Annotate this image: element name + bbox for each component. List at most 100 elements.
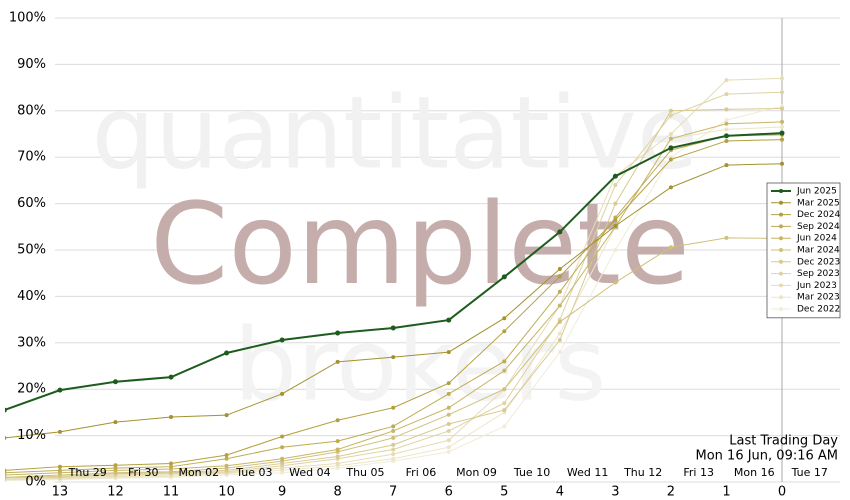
point: [612, 173, 618, 179]
watermark: quantitative: [92, 74, 699, 191]
point: [57, 468, 62, 473]
date-label: Tue 03: [235, 466, 272, 479]
point: [780, 161, 784, 166]
point: [224, 350, 230, 356]
point: [668, 245, 673, 250]
x-tick-label: 7: [389, 485, 397, 500]
point: [668, 157, 673, 162]
watermark: brokers: [234, 306, 607, 423]
point: [613, 183, 618, 188]
annotation: Mon 16 Jun, 09:16 AM: [696, 449, 839, 464]
point: [57, 429, 62, 434]
legend-label: Mar 2025: [797, 198, 840, 208]
annotation: Last Trading Day: [729, 434, 838, 449]
point: [780, 125, 784, 130]
date-label: Mon 02: [178, 466, 219, 479]
point: [502, 387, 507, 392]
date-label: Thu 12: [623, 466, 662, 479]
point: [780, 106, 784, 111]
point: [502, 401, 507, 406]
point: [224, 463, 229, 468]
point: [335, 418, 340, 423]
x-tick-label: 1: [722, 485, 730, 500]
date-label: Thu 05: [345, 466, 384, 479]
legend-swatch: [779, 283, 783, 288]
point: [5, 468, 7, 473]
legend-label: Dec 2023: [797, 257, 840, 267]
y-tick-label: 10%: [17, 428, 46, 443]
x-tick-label: 0: [778, 485, 786, 500]
y-tick-label: 50%: [17, 243, 46, 258]
legend-label: Dec 2024: [797, 210, 840, 220]
point: [446, 405, 451, 410]
legend-label: Mar 2024: [797, 246, 840, 256]
legend-swatch: [779, 224, 783, 229]
y-tick-label: 0%: [25, 475, 46, 490]
point: [724, 92, 729, 97]
y-tick-label: 60%: [17, 196, 46, 211]
point: [446, 350, 451, 355]
point: [391, 424, 396, 429]
point: [502, 316, 507, 321]
point: [335, 439, 340, 444]
point: [391, 428, 396, 433]
y-tick-label: 20%: [17, 382, 46, 397]
point: [557, 229, 563, 235]
point: [724, 121, 729, 126]
point: [5, 407, 7, 413]
legend-swatch: [779, 200, 783, 205]
point: [557, 274, 562, 279]
point: [724, 127, 729, 132]
date-label: Tue 17: [791, 466, 828, 479]
point: [391, 435, 396, 440]
point: [224, 456, 229, 461]
date-label: Tue 10: [513, 466, 550, 479]
point: [391, 452, 396, 457]
date-label: Fri 13: [683, 466, 714, 479]
point: [446, 412, 451, 417]
y-tick-label: 80%: [17, 103, 46, 118]
y-tick-label: 30%: [17, 335, 46, 350]
point: [280, 456, 285, 461]
legend-label: Sep 2024: [797, 222, 840, 232]
date-label: Wed 04: [289, 466, 330, 479]
point: [557, 267, 562, 272]
point: [446, 317, 452, 323]
date-label: Mon 09: [456, 466, 497, 479]
point: [502, 368, 507, 373]
x-tick-label: 5: [500, 485, 508, 500]
point: [335, 454, 340, 459]
point: [724, 78, 729, 83]
point: [780, 137, 784, 142]
legend-label: Jun 2024: [796, 234, 837, 244]
point: [780, 119, 784, 124]
x-tick-label: 3: [611, 485, 619, 500]
point: [57, 387, 63, 393]
watermark: Complete: [150, 180, 690, 310]
point: [557, 319, 562, 324]
x-tick-label: 13: [52, 485, 69, 500]
point: [557, 338, 562, 343]
point: [224, 453, 229, 458]
x-tick-label: 4: [556, 485, 564, 500]
legend-swatch: [779, 307, 783, 311]
x-tick-label: 2: [667, 485, 675, 500]
legend-label: Mar 2023: [797, 293, 840, 303]
point: [446, 445, 451, 450]
point: [668, 185, 673, 190]
y-tick-label: 100%: [9, 11, 46, 26]
point: [391, 355, 396, 360]
legend-label: Sep 2023: [797, 269, 840, 279]
point: [335, 330, 341, 336]
point: [335, 359, 340, 364]
point: [446, 449, 451, 454]
point: [446, 391, 451, 396]
point: [224, 413, 229, 418]
point: [169, 461, 174, 466]
point: [613, 280, 618, 285]
point: [779, 130, 785, 136]
point: [557, 303, 562, 308]
point: [280, 434, 285, 439]
point: [557, 331, 562, 336]
point: [391, 456, 396, 461]
